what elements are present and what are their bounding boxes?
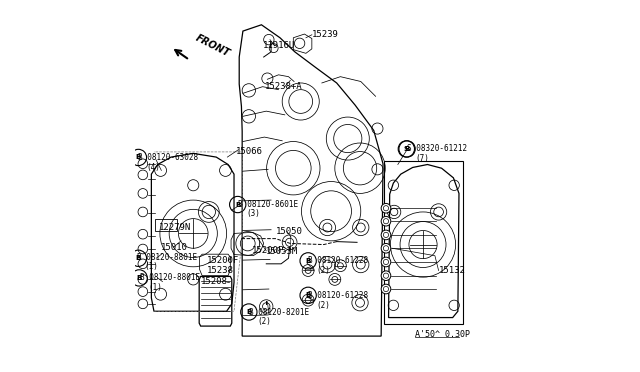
Circle shape bbox=[381, 217, 391, 226]
Text: S: S bbox=[404, 146, 409, 152]
Text: B: B bbox=[305, 292, 311, 298]
Text: 11916U: 11916U bbox=[262, 41, 295, 51]
Text: FRONT: FRONT bbox=[194, 33, 232, 59]
Circle shape bbox=[381, 257, 391, 267]
Text: (7): (7) bbox=[415, 154, 429, 163]
Text: (4): (4) bbox=[147, 163, 161, 172]
Text: 15238: 15238 bbox=[207, 266, 234, 275]
Text: B 08120-8801E: B 08120-8801E bbox=[140, 273, 200, 282]
Circle shape bbox=[381, 284, 391, 294]
Text: 15200F: 15200F bbox=[252, 246, 284, 255]
Text: B: B bbox=[136, 154, 141, 160]
Text: 15239: 15239 bbox=[312, 30, 339, 39]
Text: A'50^ 0.30P: A'50^ 0.30P bbox=[415, 330, 470, 340]
Text: (2): (2) bbox=[316, 301, 330, 310]
Text: B: B bbox=[235, 202, 241, 208]
Text: 15200F: 15200F bbox=[207, 256, 239, 265]
Text: 15238+A: 15238+A bbox=[265, 82, 303, 91]
Text: 15053M: 15053M bbox=[266, 247, 298, 256]
Circle shape bbox=[381, 243, 391, 253]
Text: (1): (1) bbox=[145, 262, 159, 271]
Text: B: B bbox=[136, 275, 142, 281]
Circle shape bbox=[381, 271, 391, 280]
Text: (2): (2) bbox=[257, 317, 271, 326]
Text: 15050: 15050 bbox=[276, 227, 303, 236]
Text: B 08120-63028: B 08120-63028 bbox=[138, 153, 198, 161]
Text: 15208: 15208 bbox=[201, 277, 228, 286]
Text: 15132: 15132 bbox=[438, 266, 465, 275]
Text: 15010: 15010 bbox=[161, 243, 188, 251]
Text: B 08120-8601E: B 08120-8601E bbox=[237, 200, 298, 209]
Text: (3): (3) bbox=[246, 209, 260, 218]
Text: S 08320-61212: S 08320-61212 bbox=[407, 144, 467, 153]
Text: B: B bbox=[136, 255, 141, 261]
Text: B: B bbox=[305, 258, 311, 264]
Text: (1): (1) bbox=[148, 283, 163, 292]
Text: B: B bbox=[246, 309, 252, 315]
Text: B 08120-61228: B 08120-61228 bbox=[308, 291, 368, 300]
Circle shape bbox=[381, 230, 391, 240]
Text: B 08120-61228: B 08120-61228 bbox=[308, 256, 368, 265]
Text: (2): (2) bbox=[316, 266, 330, 275]
Text: 15066: 15066 bbox=[236, 147, 262, 156]
Text: B 08120-8801E: B 08120-8801E bbox=[136, 253, 196, 262]
Text: B 08120-8201E: B 08120-8201E bbox=[249, 308, 309, 317]
Text: 12279N: 12279N bbox=[159, 223, 191, 232]
Circle shape bbox=[381, 203, 391, 213]
Text: B: B bbox=[404, 146, 410, 152]
